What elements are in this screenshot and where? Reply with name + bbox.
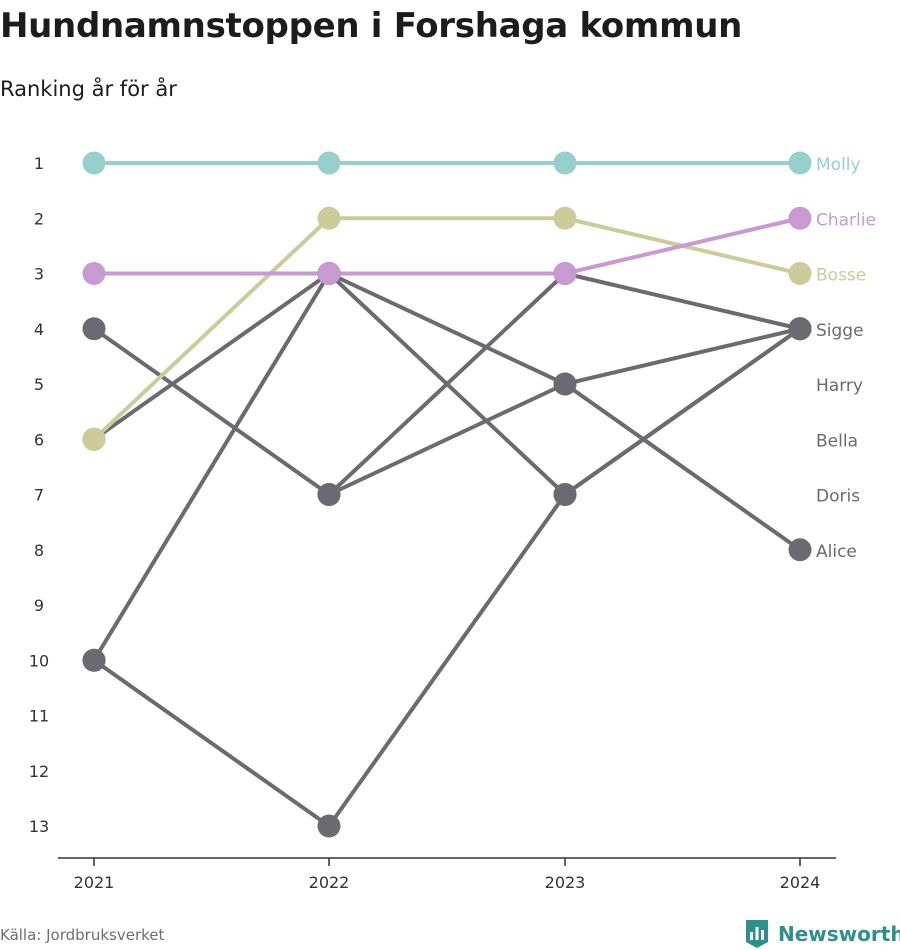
end-label-harry: Harry [816, 376, 863, 396]
y-tick-label-10: 10 [29, 651, 49, 670]
point-molly-2021 [82, 151, 106, 175]
brand-name: Newsworthy [778, 922, 900, 946]
y-tick-label-4: 4 [34, 320, 44, 339]
y-tick-label-12: 12 [29, 762, 49, 781]
point-harry-2021 [82, 648, 106, 672]
point-harry-2022 [317, 814, 341, 838]
end-label-bella: Bella [816, 431, 858, 451]
y-tick-label-3: 3 [34, 265, 44, 284]
end-label-molly: Molly [816, 155, 861, 175]
bar-chart-icon [746, 920, 768, 948]
end-label-doris: Doris [816, 487, 860, 507]
series-line-bella [92, 271, 802, 442]
y-tick-label-6: 6 [34, 430, 44, 449]
point-charlie-2023 [553, 262, 577, 285]
series-lines [92, 161, 802, 828]
end-label-charlie: Charlie [816, 210, 876, 230]
series-line-charlie [92, 216, 802, 276]
end-label-alice: Alice [816, 542, 857, 562]
point-molly-2023 [553, 151, 577, 175]
chart-subtitle: Ranking år för år [0, 77, 177, 101]
end-labels: Molly Charlie Bosse Sigge Harry Bella Doris Ali… [816, 155, 876, 562]
point-harry-2023 [553, 483, 577, 506]
point-sigge-2024 [788, 317, 812, 341]
series-points [82, 151, 812, 838]
series-line-alice [92, 326, 802, 552]
y-tick-label-5: 5 [34, 375, 44, 394]
y-tick-label-13: 13 [29, 817, 49, 836]
point-alice-2024 [788, 538, 812, 562]
point-bella-2023 [553, 372, 577, 396]
point-charlie-2022 [317, 262, 341, 285]
series-line-harry [92, 326, 802, 828]
end-label-sigge: Sigge [816, 321, 864, 341]
point-bosse-2021 [82, 427, 106, 451]
end-label-bosse: Bosse [816, 266, 866, 286]
point-bosse-2022 [317, 206, 341, 230]
point-molly-2024 [788, 151, 812, 175]
source-note: Källa: Jordbruksverket [0, 926, 165, 944]
point-charlie-2021 [82, 262, 106, 285]
y-tick-label-7: 7 [34, 486, 44, 505]
point-molly-2022 [317, 151, 341, 175]
point-charlie-2024 [788, 206, 812, 230]
y-tick-label-11: 11 [29, 707, 49, 726]
x-tick-label-2022: 2022 [309, 873, 350, 892]
point-sigge-2022 [317, 483, 341, 506]
point-bosse-2023 [553, 206, 577, 230]
x-axis-ticks: 2021 2022 2023 2024 [74, 858, 821, 892]
series-line-doris [92, 271, 802, 663]
chart-title: Hundnamnstoppen i Forshaga kommun [0, 6, 743, 46]
x-tick-label-2024: 2024 [780, 873, 821, 892]
brand-logo[interactable]: Newsworthy [744, 918, 900, 950]
x-tick-label-2021: 2021 [74, 873, 115, 892]
y-tick-label-9: 9 [34, 596, 44, 615]
y-tick-label-8: 8 [34, 541, 44, 560]
x-tick-label-2023: 2023 [545, 873, 586, 892]
y-tick-label-2: 2 [34, 209, 44, 228]
y-tick-label-1: 1 [34, 154, 44, 173]
point-alice-2021 [82, 317, 106, 341]
point-bosse-2024 [788, 262, 812, 285]
